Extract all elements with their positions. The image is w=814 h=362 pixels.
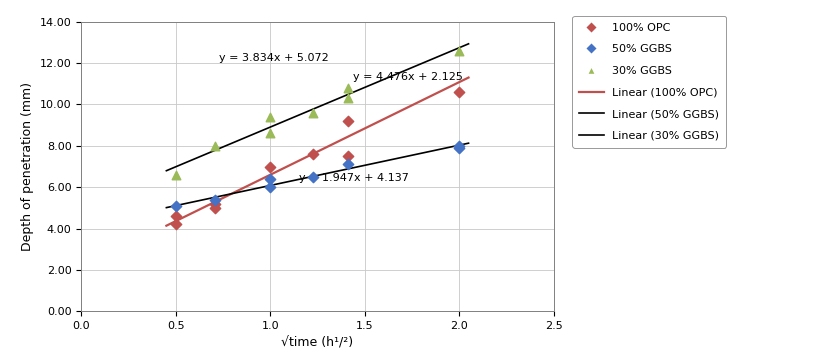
Point [169, 222, 182, 227]
Point [342, 95, 355, 101]
Point [306, 174, 319, 180]
Text: y = 4.476x + 2.125: y = 4.476x + 2.125 [353, 72, 463, 82]
Point [342, 161, 355, 167]
Point [208, 143, 221, 149]
Point [169, 213, 182, 219]
Point [264, 176, 277, 182]
Point [169, 172, 182, 178]
Point [208, 201, 221, 207]
Point [306, 110, 319, 115]
Y-axis label: Depth of penetration (mm): Depth of penetration (mm) [21, 82, 34, 251]
Point [453, 143, 466, 149]
X-axis label: √time (h¹/²): √time (h¹/²) [282, 337, 353, 350]
Point [208, 197, 221, 202]
Point [264, 184, 277, 190]
Point [208, 205, 221, 211]
Point [342, 153, 355, 159]
Point [342, 118, 355, 124]
Text: y = 1.947x + 4.137: y = 1.947x + 4.137 [299, 173, 409, 183]
Point [453, 145, 466, 151]
Point [306, 151, 319, 157]
Point [342, 85, 355, 91]
Point [264, 114, 277, 120]
Point [264, 164, 277, 169]
Point [264, 131, 277, 136]
Point [453, 89, 466, 95]
Legend: 100% OPC, 50% GGBS, 30% GGBS, Linear (100% OPC), Linear (50% GGBS), Linear (30% : 100% OPC, 50% GGBS, 30% GGBS, Linear (10… [572, 16, 726, 148]
Point [169, 203, 182, 209]
Text: y = 3.834x + 5.072: y = 3.834x + 5.072 [219, 53, 329, 63]
Point [453, 48, 466, 54]
